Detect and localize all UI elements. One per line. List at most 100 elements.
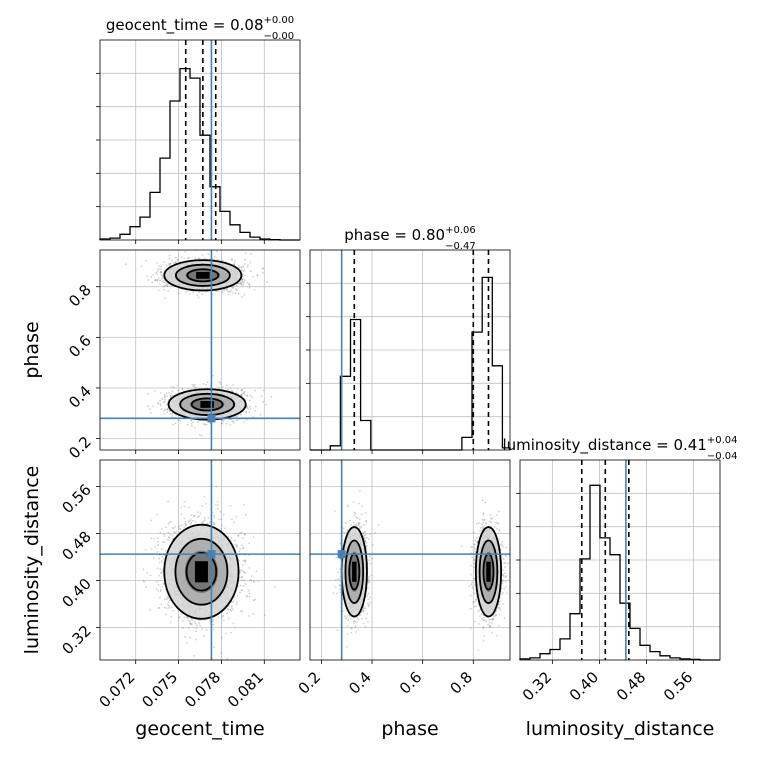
sample-point [150, 519, 153, 522]
sample-point [187, 257, 190, 260]
sample-point [164, 398, 167, 401]
sample-point [244, 394, 247, 396]
sample-point [174, 422, 177, 425]
sample-point [171, 259, 173, 262]
sample-point [159, 403, 162, 405]
sample-point [255, 570, 258, 573]
sample-point [163, 533, 165, 535]
sample-point [174, 256, 177, 259]
sample-point [166, 283, 169, 286]
sample-point [233, 262, 236, 265]
sample-point [203, 257, 206, 260]
sample-point [178, 292, 180, 295]
sample-point [154, 279, 157, 281]
sample-point [231, 286, 234, 289]
sample-point [231, 518, 233, 521]
sample-point [207, 253, 210, 255]
sample-point [233, 263, 236, 266]
sample-point [241, 269, 243, 271]
sample-point [266, 281, 268, 284]
sample-point [146, 275, 148, 278]
sample-point [245, 513, 247, 516]
sample-point [216, 507, 219, 510]
sample-point [238, 266, 241, 269]
sample-point [243, 533, 246, 535]
sample-point [158, 557, 160, 560]
sample-point [237, 264, 240, 267]
sample-point [221, 419, 224, 422]
sample-point [161, 277, 164, 280]
sample-point [198, 515, 200, 517]
sample-point [235, 515, 238, 518]
sample-point [192, 519, 194, 522]
sample-point [195, 627, 198, 630]
sample-point [177, 616, 180, 619]
sample-point [159, 404, 162, 407]
sample-point [156, 273, 159, 276]
sample-point [234, 288, 237, 290]
sample-point [157, 402, 160, 404]
sample-point [150, 548, 153, 551]
sample-point [231, 259, 233, 262]
sample-point [142, 568, 145, 571]
sample-point [227, 535, 230, 538]
sample-point [234, 292, 237, 295]
sample-point [187, 521, 190, 523]
sample-point [173, 531, 176, 534]
sample-point [195, 624, 198, 627]
sample-point [236, 544, 238, 546]
sample-point [243, 281, 245, 284]
sample-point [190, 622, 192, 625]
sample-point [152, 405, 155, 408]
sample-point [191, 619, 194, 622]
sample-point [217, 616, 220, 619]
sample-point [178, 524, 181, 527]
sample-point [168, 521, 171, 523]
sample-point [189, 636, 191, 639]
sample-point [163, 535, 166, 537]
sample-point [243, 263, 246, 265]
sample-point [240, 531, 243, 534]
sample-point [192, 384, 195, 387]
sample-point [242, 547, 245, 549]
sample-point [249, 405, 251, 408]
sample-point [176, 258, 179, 261]
sample-point [171, 390, 174, 393]
sample-point [200, 434, 203, 437]
sample-point [184, 520, 187, 523]
sample-point [259, 413, 262, 416]
sample-point [240, 414, 242, 416]
sample-point [166, 284, 169, 287]
sample-point [185, 291, 188, 293]
sample-point [205, 503, 208, 505]
sample-point [236, 601, 239, 604]
sample-point [166, 408, 169, 410]
sample-point [174, 526, 176, 528]
sample-point [179, 527, 182, 530]
sample-point [189, 622, 191, 625]
sample-point [156, 270, 159, 273]
sample-point [248, 596, 251, 598]
sample-point [165, 550, 167, 553]
sample-point [168, 539, 171, 542]
sample-point [157, 589, 160, 592]
sample-point [202, 383, 205, 385]
sample-point [222, 619, 225, 622]
sample-point [211, 618, 214, 621]
sample-point [165, 284, 168, 287]
sample-point [230, 389, 233, 392]
sample-point [201, 293, 203, 296]
sample-point [187, 423, 189, 426]
sample-point [162, 582, 165, 585]
sample-point [252, 612, 255, 615]
sample-point [199, 512, 202, 515]
sample-point [234, 543, 237, 546]
sample-point [183, 517, 186, 520]
sample-point [187, 387, 190, 390]
sample-point [262, 400, 265, 403]
sample-point [184, 635, 187, 638]
sample-point [180, 256, 183, 259]
sample-point [244, 533, 246, 536]
sample-point [161, 398, 164, 401]
sample-point [232, 608, 234, 611]
